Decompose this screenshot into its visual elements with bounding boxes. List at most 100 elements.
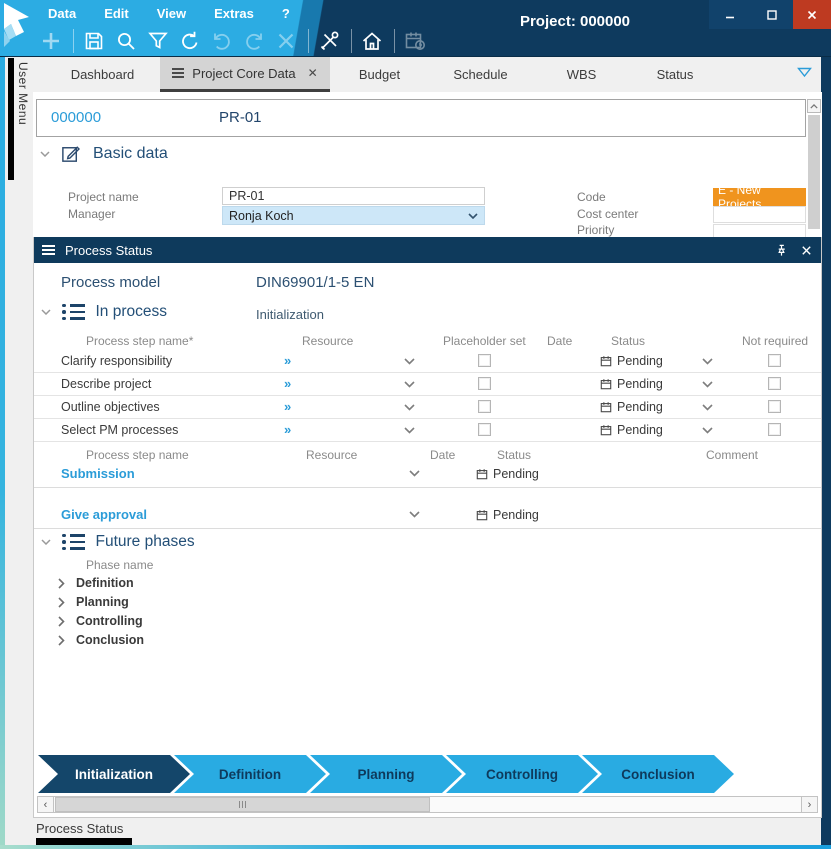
future-phase-row[interactable]: Conclusion [34, 631, 821, 650]
undo-icon[interactable] [207, 27, 237, 55]
menu-edit[interactable]: Edit [104, 6, 129, 21]
column-header: Date [547, 334, 573, 348]
resource-picker-link[interactable]: » [284, 422, 292, 437]
scrollbar-thumb[interactable] [55, 797, 430, 812]
resource-picker-link[interactable]: » [284, 353, 292, 368]
approval-step-link[interactable]: Give approval [61, 507, 147, 522]
resource-dropdown-icon[interactable] [404, 358, 415, 365]
expand-chevron-icon[interactable] [58, 635, 65, 646]
placeholder-set-checkbox[interactable] [478, 423, 491, 436]
window-controls [709, 0, 831, 29]
future-phase-row[interactable]: Controlling [34, 612, 821, 631]
tab-overflow-icon[interactable] [797, 67, 813, 79]
collapse-chevron-icon[interactable] [41, 309, 51, 315]
scroll-left-button[interactable]: ‹ [38, 797, 54, 812]
tab-dashboard[interactable]: Dashboard [45, 57, 160, 92]
status-cell: Pending [600, 400, 663, 414]
approval-step-link[interactable]: Submission [61, 466, 135, 481]
home-icon[interactable] [357, 27, 387, 55]
basic-data-section-header[interactable]: Basic data [40, 142, 168, 165]
panel-menu-icon[interactable] [42, 244, 55, 256]
menu-data[interactable]: Data [48, 6, 77, 21]
filter-icon[interactable] [143, 27, 173, 55]
phase-arrow-initialization[interactable]: Initialization [38, 755, 190, 793]
collapse-chevron-icon[interactable] [40, 150, 50, 157]
tab-close-icon[interactable]: ✕ [307, 66, 318, 80]
minimize-button[interactable] [709, 0, 751, 29]
tab-budget[interactable]: Budget [332, 57, 427, 92]
future-phase-row[interactable]: Definition [34, 574, 821, 593]
not-required-checkbox[interactable] [768, 400, 781, 413]
phase-arrow-planning[interactable]: Planning [310, 755, 462, 793]
menu-view[interactable]: View [156, 6, 187, 21]
phase-arrow-conclusion[interactable]: Conclusion [582, 755, 734, 793]
status-dropdown-icon[interactable] [702, 381, 713, 388]
resource-dropdown-icon[interactable] [409, 511, 420, 518]
phase-name: Conclusion [76, 633, 145, 647]
chevron-down-icon [468, 212, 478, 219]
scrollbar-thumb[interactable] [808, 115, 820, 229]
toolbar-divider [351, 29, 352, 53]
code-badge[interactable]: E - New Projects [713, 183, 806, 211]
status-dropdown-icon[interactable] [702, 358, 713, 365]
vertical-scrollbar[interactable] [807, 99, 821, 229]
phase-arrow-controlling[interactable]: Controlling [446, 755, 598, 793]
resource-picker-link[interactable]: » [284, 399, 292, 414]
resource-dropdown-icon[interactable] [409, 470, 420, 477]
panel-header[interactable]: Process Status [34, 237, 821, 263]
horizontal-scrollbar[interactable]: ‹ › [37, 796, 818, 813]
placeholder-set-checkbox[interactable] [478, 354, 491, 367]
priority-input[interactable] [713, 224, 806, 237]
expand-chevron-icon[interactable] [58, 578, 65, 589]
menu-help[interactable]: ? [281, 6, 290, 21]
search-icon[interactable] [111, 27, 141, 55]
column-header: Not required [742, 334, 809, 348]
close-button[interactable] [793, 0, 831, 29]
not-required-checkbox[interactable] [768, 354, 781, 367]
calendar-clock-icon[interactable] [400, 27, 430, 55]
resource-dropdown-icon[interactable] [404, 427, 415, 434]
collapse-chevron-icon[interactable] [41, 539, 51, 545]
project-name-input[interactable] [222, 187, 485, 205]
maximize-button[interactable] [751, 0, 793, 29]
menu-extras[interactable]: Extras [214, 6, 254, 21]
not-required-checkbox[interactable] [768, 423, 781, 436]
tab-project-core-data[interactable]: Project Core Data ✕ [160, 57, 330, 92]
save-icon[interactable] [79, 27, 109, 55]
refresh-icon[interactable] [175, 27, 205, 55]
pin-icon[interactable] [775, 244, 788, 257]
future-phase-row[interactable]: Planning [34, 593, 821, 612]
window-border-bottom [0, 845, 831, 849]
edit-pencil-icon [60, 142, 83, 165]
cost-center-input[interactable] [713, 206, 806, 223]
plus-icon[interactable] [36, 27, 66, 55]
phase-arrow-definition[interactable]: Definition [174, 755, 326, 793]
placeholder-set-checkbox[interactable] [478, 400, 491, 413]
future-phases-section-header[interactable]: Future phases [41, 533, 195, 551]
expand-chevron-icon[interactable] [58, 616, 65, 627]
scroll-right-button[interactable]: › [801, 797, 817, 812]
not-required-checkbox[interactable] [768, 377, 781, 390]
user-menu-tab[interactable]: User Menu [5, 58, 33, 180]
redo-icon[interactable] [239, 27, 269, 55]
placeholder-set-checkbox[interactable] [478, 377, 491, 390]
status-dropdown-icon[interactable] [702, 404, 713, 411]
tools-icon[interactable] [314, 27, 344, 55]
resource-dropdown-icon[interactable] [404, 404, 415, 411]
resource-dropdown-icon[interactable] [404, 381, 415, 388]
expand-chevron-icon[interactable] [58, 597, 65, 608]
scroll-up-button[interactable] [807, 99, 821, 113]
tab-wbs[interactable]: WBS [534, 57, 629, 92]
tab-status[interactable]: Status [630, 57, 720, 92]
manager-select[interactable]: Ronja Koch [222, 206, 485, 225]
tab-schedule[interactable]: Schedule [428, 57, 533, 92]
tab-menu-icon[interactable] [172, 67, 185, 79]
panel-close-icon[interactable] [800, 244, 813, 257]
resource-picker-link[interactable]: » [284, 376, 292, 391]
in-process-section-header[interactable]: In process [41, 303, 167, 321]
footer-tab-process-status[interactable]: Process Status [36, 821, 124, 836]
close-record-icon[interactable] [271, 27, 301, 55]
window-title: Project: 000000 [519, 13, 631, 30]
window-border-right [821, 57, 831, 845]
status-dropdown-icon[interactable] [702, 427, 713, 434]
